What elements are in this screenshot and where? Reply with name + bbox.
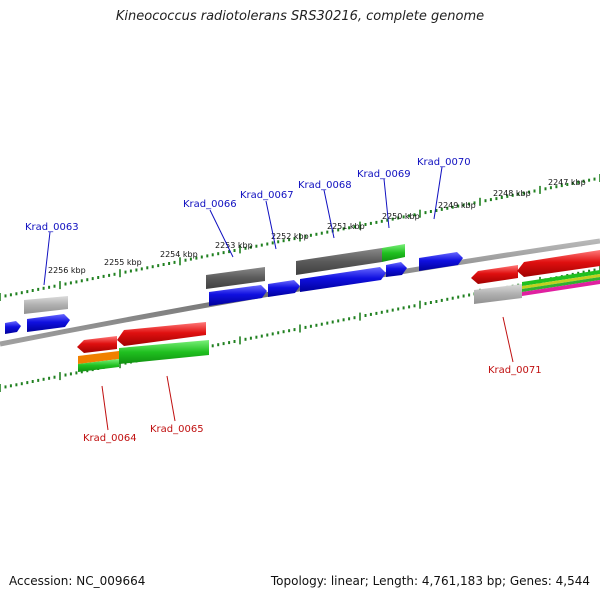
gene-krad-0071-stripe-green1 — [522, 270, 600, 286]
gene-krad-0063[interactable] — [27, 314, 70, 332]
gene-krad-0066[interactable] — [209, 285, 267, 306]
gene-krad-0071-stripe-yellow — [522, 274, 600, 289]
top-gene-labels: Krad_0063 Krad_0066 Krad_0067 Krad_0068 … — [25, 157, 471, 233]
scale-label-2247: 2247 kbp — [548, 178, 586, 187]
label-krad-0067[interactable]: Krad_0067 — [240, 190, 294, 201]
scale-label-2249: 2249 kbp — [438, 201, 476, 210]
label-krad-0071[interactable]: Krad_0071 — [488, 365, 542, 376]
gene-krad-0064-green — [78, 359, 119, 372]
label-krad-0065[interactable]: Krad_0065 — [150, 424, 204, 435]
gene-krad-0065[interactable] — [117, 322, 206, 346]
map-title: Kineococcus radiotolerans SRS30216, comp… — [115, 9, 485, 24]
scale-label-2254: 2254 kbp — [160, 250, 198, 259]
label-krad-0070[interactable]: Krad_0070 — [417, 157, 471, 168]
scale-label-2250: 2250 kbp — [382, 212, 420, 221]
gene-krad-0068-grey — [296, 248, 382, 275]
gene-krad-0071-stripe-green2 — [522, 277, 600, 292]
label-krad-0063[interactable]: Krad_0063 — [25, 222, 79, 233]
label-krad-0066[interactable]: Krad_0066 — [183, 199, 237, 210]
gene-krad-0071-grey — [474, 284, 522, 304]
gene-krad-0063-grey — [24, 296, 68, 314]
gene-krad-0070[interactable] — [419, 252, 463, 271]
scale-label-2255: 2255 kbp — [104, 258, 142, 267]
scale-labels: 2256 kbp 2255 kbp 2254 kbp 2253 kbp 2252… — [48, 178, 586, 275]
gene-krad-0071[interactable] — [471, 265, 518, 284]
top-leader-lines — [43, 166, 443, 286]
scale-label-2256: 2256 kbp — [48, 266, 86, 275]
gene-krad-0067[interactable] — [268, 280, 300, 297]
gene-krad-0064[interactable] — [77, 336, 117, 353]
gene-krad-0066-grey — [206, 267, 265, 289]
label-krad-0068[interactable]: Krad_0068 — [298, 180, 352, 191]
scale-label-2252: 2252 kbp — [271, 232, 309, 241]
gene-krad-0069[interactable] — [386, 262, 407, 277]
bottom-gene-labels: Krad_0064 Krad_0065 Krad_0071 — [83, 365, 542, 444]
scale-label-2248: 2248 kbp — [493, 189, 531, 198]
gene-krad-0071b[interactable] — [517, 250, 600, 277]
gene-krad-0068-green — [382, 244, 405, 262]
gene-krad-0071-stripe-magenta — [522, 280, 600, 296]
gene-forward-partial[interactable] — [5, 321, 21, 334]
gene-krad-0065-green — [119, 340, 209, 364]
upper-ruler — [0, 174, 600, 301]
scale-label-2251: 2251 kbp — [327, 222, 365, 231]
gene-krad-0064-orange — [78, 351, 119, 364]
bottom-leader-lines — [101, 316, 514, 431]
gene-krad-0068[interactable] — [300, 267, 386, 292]
label-krad-0064[interactable]: Krad_0064 — [83, 433, 137, 444]
genome-summary-text: Topology: linear; Length: 4,761,183 bp; … — [270, 574, 590, 588]
scale-label-2253: 2253 kbp — [215, 241, 253, 250]
label-krad-0069[interactable]: Krad_0069 — [357, 169, 411, 180]
accession-text: Accession: NC_009664 — [9, 574, 146, 588]
